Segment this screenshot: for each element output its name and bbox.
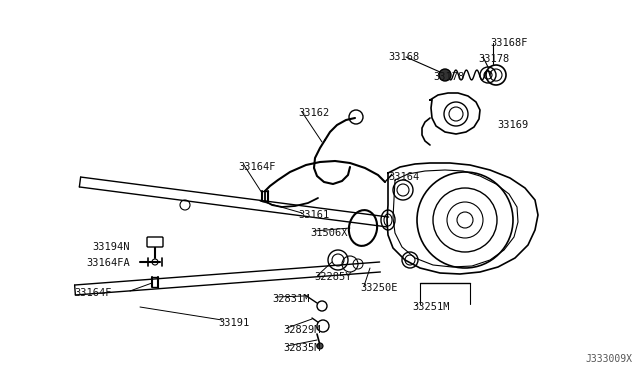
Text: 33169: 33169 [497,120,528,130]
Text: 33191: 33191 [218,318,249,328]
Text: 31506X: 31506X [310,228,348,238]
Text: 33164FA: 33164FA [86,258,130,268]
Circle shape [457,212,473,228]
Text: 33178: 33178 [478,54,509,64]
Text: 33251M: 33251M [412,302,449,312]
Text: 33194N: 33194N [92,242,129,252]
Text: J333009X: J333009X [585,354,632,364]
Text: 33164: 33164 [388,172,419,182]
Text: 33164F: 33164F [238,162,275,172]
Circle shape [317,320,329,332]
Circle shape [317,343,323,349]
Circle shape [439,69,451,81]
Text: 32835M: 32835M [283,343,321,353]
Text: 33178: 33178 [433,72,464,82]
Text: 32831M: 32831M [272,294,310,304]
Text: 32285Y: 32285Y [314,272,351,282]
Text: 33161: 33161 [298,210,329,220]
Text: 33162: 33162 [298,108,329,118]
Text: 33168: 33168 [388,52,419,62]
Text: 33168F: 33168F [490,38,527,48]
Circle shape [317,301,327,311]
Text: 33164F: 33164F [74,288,111,298]
Text: 32829M: 32829M [283,325,321,335]
Text: 33250E: 33250E [360,283,397,293]
FancyBboxPatch shape [147,237,163,247]
